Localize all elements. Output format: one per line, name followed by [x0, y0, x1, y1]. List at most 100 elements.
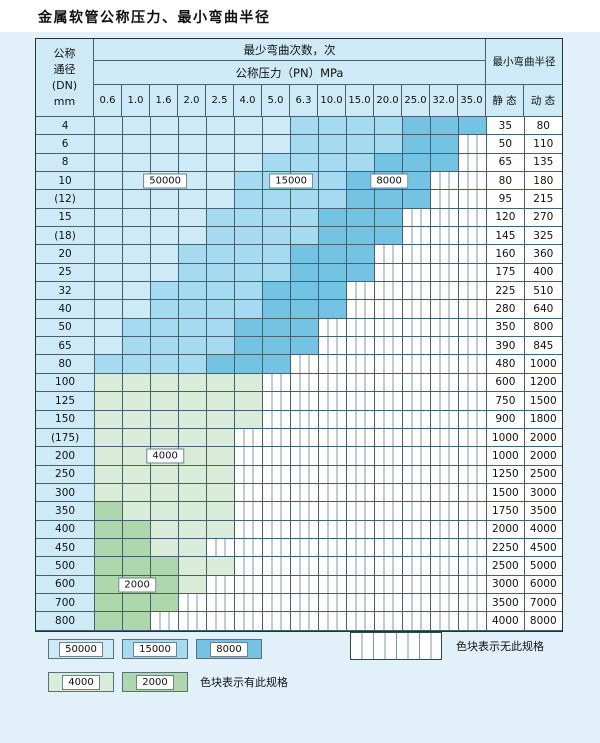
cell-spec-b3 — [263, 318, 292, 338]
pressure-header-row: 0.6 1.0 1.6 2.0 2.5 4.0 5.0 6.3 10.0 15.0 20.0 25.0… — [94, 85, 486, 117]
dynamic-radius-cell: 640 — [524, 300, 563, 319]
dynamic-radius-cell: 400 — [524, 263, 563, 283]
row2-swatch-2000: 2000 — [122, 672, 188, 692]
static-radius-cell: 480 — [487, 355, 525, 374]
cell-spec-b1 — [123, 135, 152, 154]
dn-cell: 80 — [36, 355, 96, 374]
dynamic-radius-cell: 110 — [524, 135, 563, 154]
row1-swatch-15000: 15000 — [122, 639, 188, 659]
dynamic-radius-cell: 7000 — [524, 593, 563, 613]
cell-spec-b2 — [179, 355, 208, 374]
cell-spec-b2 — [179, 337, 208, 356]
cell-spec-b1 — [207, 190, 236, 209]
cycle-count-label: 2000 — [118, 577, 156, 593]
cell-no-spec — [375, 538, 404, 558]
cell-spec-g1 — [95, 428, 124, 448]
cell-no-spec — [431, 428, 460, 448]
cell-spec-b1 — [179, 135, 208, 154]
cell-spec-g1 — [123, 502, 152, 521]
table-row: 200 4000 1000 2000 — [36, 447, 563, 466]
cell-no-spec — [403, 373, 432, 393]
cell-no-spec — [459, 465, 488, 484]
table-row: 25 175 400 — [36, 263, 563, 283]
table-row: 500 2500 5000 — [36, 557, 563, 576]
cell-spec-g1 — [151, 465, 180, 484]
pressure-col-header: 1.6 — [150, 85, 178, 117]
cell-spec-b2 — [179, 300, 208, 319]
cell-spec-g1 — [151, 520, 180, 539]
cell-spec-g2 — [95, 520, 124, 539]
cell-no-spec — [459, 337, 488, 356]
cell-spec-b1 — [179, 227, 208, 246]
cell-no-spec — [319, 557, 348, 576]
static-radius-cell: 160 — [487, 245, 525, 264]
cell-no-spec — [375, 318, 404, 338]
pressure-col-header: 20.0 — [374, 85, 402, 117]
cell-spec-b1 — [179, 208, 208, 228]
cell-no-spec — [431, 410, 460, 429]
pressure-cells — [95, 263, 488, 283]
cell-spec-b3 — [375, 227, 404, 246]
cell-spec-b1 — [263, 135, 292, 154]
cell-no-spec — [291, 483, 320, 503]
cell-spec-b1 — [151, 190, 180, 209]
dn-header-line: 公称 — [53, 46, 76, 60]
cell-no-spec — [403, 593, 432, 613]
cell-spec-b2 — [319, 172, 348, 191]
dn-cell: 200 — [36, 447, 96, 466]
cell-spec-b1 — [95, 300, 124, 319]
cell-no-spec — [347, 502, 376, 521]
cell-spec-b2 — [291, 135, 320, 154]
dynamic-radius-cell: 1200 — [524, 373, 563, 393]
pressure-title: 公称压力（PN）MPa — [94, 61, 486, 85]
cell-no-spec — [431, 172, 460, 191]
cell-spec-b2 — [319, 117, 348, 136]
cell-spec-b1 — [95, 245, 124, 264]
cell-spec-b1 — [95, 135, 124, 154]
dynamic-radius-cell: 1800 — [524, 410, 563, 429]
cell-no-spec — [179, 612, 208, 631]
cell-spec-g2 — [95, 502, 124, 521]
cell-no-spec — [347, 465, 376, 484]
dn-cell: 50 — [36, 318, 96, 338]
cell-spec-g1 — [207, 520, 236, 539]
cell-spec-b2 — [235, 190, 264, 209]
cell-spec-g1 — [151, 373, 180, 393]
dn-cell: 300 — [36, 483, 96, 503]
cell-spec-b3 — [291, 318, 320, 338]
cell-no-spec — [263, 483, 292, 503]
dn-cell: 450 — [36, 538, 96, 558]
cell-spec-b2 — [291, 153, 320, 173]
cell-no-spec — [459, 593, 488, 613]
cell-spec-b3 — [319, 300, 348, 319]
cell-no-spec — [319, 538, 348, 558]
pressure-col-header: 0.6 — [94, 85, 122, 117]
has-spec-text: 色块表示有此规格 — [200, 676, 288, 689]
cell-spec-b2 — [207, 300, 236, 319]
cell-spec-b1 — [207, 153, 236, 173]
cell-spec-b1 — [207, 117, 236, 136]
cell-spec-b3 — [235, 337, 264, 356]
static-radius-cell: 35 — [487, 117, 525, 136]
cell-spec-b1 — [179, 153, 208, 173]
table-row: 700 3500 7000 — [36, 593, 563, 613]
cell-no-spec — [263, 428, 292, 448]
cell-spec-g1 — [151, 392, 180, 411]
table-row: 6 50 110 — [36, 135, 563, 154]
cell-no-spec — [403, 575, 432, 594]
dn-cell: 800 — [36, 612, 96, 631]
cell-spec-b3 — [235, 318, 264, 338]
cell-spec-b1 — [151, 117, 180, 136]
cell-spec-b3 — [347, 190, 376, 209]
cell-spec-g1 — [207, 428, 236, 448]
cell-no-spec — [375, 483, 404, 503]
dn-column-header: 公称 通径 (DN) mm — [36, 39, 94, 117]
cell-spec-g1 — [95, 447, 124, 466]
dynamic-radius-cell: 1000 — [524, 355, 563, 374]
cell-no-spec — [263, 502, 292, 521]
cell-no-spec — [431, 208, 460, 228]
cell-no-spec — [347, 300, 376, 319]
cell-spec-g1 — [207, 392, 236, 411]
cell-no-spec — [347, 318, 376, 338]
cell-spec-g1 — [151, 502, 180, 521]
